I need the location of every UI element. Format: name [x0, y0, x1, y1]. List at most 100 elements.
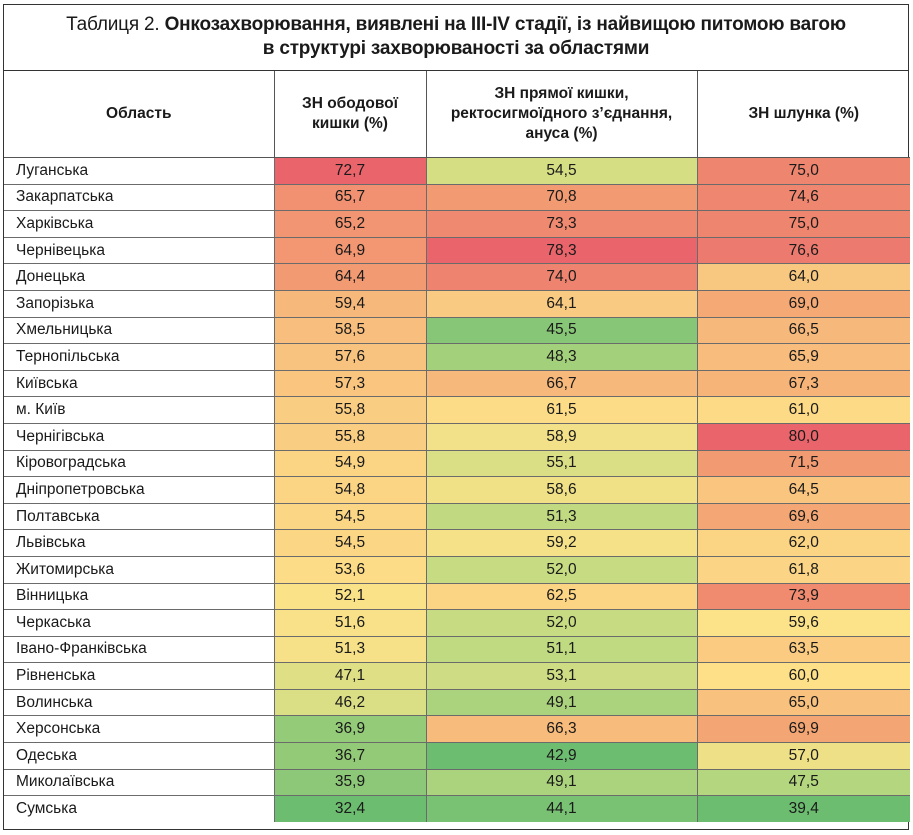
colon-cell: 65,7	[273, 183, 427, 212]
stomach-cell: 75,0	[696, 210, 910, 238]
stomach-cell: 74,6	[696, 183, 910, 212]
rectum-cell: 78,3	[425, 236, 698, 265]
header-stomach: ЗН шлунка (%)	[696, 71, 910, 158]
region-cell: Вінницька	[4, 582, 275, 611]
rectum-cell: 66,3	[425, 715, 698, 744]
region-cell: Запорізька	[4, 289, 275, 318]
region-cell: Одеська	[4, 742, 275, 770]
table-row: Дніпропетровська 54,8 58,6 64,5	[4, 476, 910, 504]
table-row: Івано-Франківська 51,3 51,1 63,5	[4, 635, 910, 664]
stomach-cell: 65,0	[696, 688, 910, 717]
colon-cell: 54,5	[273, 529, 427, 557]
table-row: Харківська 65,2 73,3 75,0	[4, 210, 910, 238]
stomach-cell: 69,0	[696, 289, 910, 318]
rectum-cell: 70,8	[425, 183, 698, 212]
rectum-cell: 44,1	[425, 795, 698, 822]
colon-cell: 53,6	[273, 555, 427, 584]
header-colon-text: ЗН ободової кишки (%)	[302, 95, 398, 132]
stomach-cell: 61,8	[696, 555, 910, 584]
table-row: Чернігівська 55,8 58,9 80,0	[4, 422, 910, 451]
stomach-cell: 60,0	[696, 662, 910, 690]
rectum-cell: 58,6	[425, 476, 698, 504]
table-row: Луганська 72,7 54,5 75,0	[4, 157, 910, 185]
table-row: Тернопільська 57,6 48,3 65,9	[4, 343, 910, 371]
colon-cell: 65,2	[273, 210, 427, 238]
colon-cell: 52,1	[273, 582, 427, 611]
rectum-cell: 74,0	[425, 263, 698, 291]
header-row: Область ЗН ободової кишки (%) ЗН прямої …	[4, 71, 910, 158]
rectum-cell: 54,5	[425, 157, 698, 185]
table-row: Львівська 54,5 59,2 62,0	[4, 529, 910, 557]
region-cell: Дніпропетровська	[4, 476, 275, 504]
stomach-cell: 73,9	[696, 582, 910, 611]
region-cell: Львівська	[4, 529, 275, 557]
rectum-cell: 49,1	[425, 768, 698, 797]
colon-cell: 51,3	[273, 635, 427, 664]
region-cell: Київська	[4, 369, 275, 398]
title-line-1: Онкозахворювання, виявлені на ІІІ-IV ста…	[164, 14, 847, 35]
stomach-cell: 63,5	[696, 635, 910, 664]
stomach-cell: 75,0	[696, 157, 910, 185]
stomach-cell: 39,4	[696, 795, 910, 822]
table-row: Хмельницька 58,5 45,5 66,5	[4, 316, 910, 345]
region-cell: Донецька	[4, 263, 275, 291]
colon-cell: 55,8	[273, 396, 427, 424]
colon-cell: 59,4	[273, 289, 427, 318]
stomach-cell: 76,6	[696, 236, 910, 265]
colon-cell: 47,1	[273, 662, 427, 690]
stomach-cell: 62,0	[696, 529, 910, 557]
table-row: Київська 57,3 66,7 67,3	[4, 369, 910, 398]
rectum-cell: 48,3	[425, 343, 698, 371]
table-row: Одеська 36,7 42,9 57,0	[4, 742, 910, 770]
region-cell: Харківська	[4, 210, 275, 238]
rectum-cell: 45,5	[425, 316, 698, 345]
region-cell: Хмельницька	[4, 316, 275, 345]
stomach-cell: 65,9	[696, 343, 910, 371]
table-body: Луганська 72,7 54,5 75,0 Закарпатська 65,7 70,…	[4, 157, 910, 822]
colon-cell: 72,7	[273, 157, 427, 185]
colon-cell: 36,7	[273, 742, 427, 770]
rectum-cell: 58,9	[425, 422, 698, 451]
colon-cell: 64,4	[273, 263, 427, 291]
table-row: Житомирська 53,6 52,0 61,8	[4, 555, 910, 584]
data-table: Область ЗН ободової кишки (%) ЗН прямої …	[4, 71, 910, 822]
rectum-cell: 51,3	[425, 502, 698, 531]
table-row: Рівненська 47,1 53,1 60,0	[4, 662, 910, 690]
table-row: Донецька 64,4 74,0 64,0	[4, 263, 910, 291]
region-cell: Рівненська	[4, 662, 275, 690]
table-row: Волинська 46,2 49,1 65,0	[4, 688, 910, 717]
colon-cell: 32,4	[273, 795, 427, 822]
rectum-cell: 52,0	[425, 555, 698, 584]
table-row: Черкаська 51,6 52,0 59,6	[4, 609, 910, 637]
region-cell: Сумська	[4, 795, 275, 822]
table-row: Запорізька 59,4 64,1 69,0	[4, 289, 910, 318]
rectum-cell: 53,1	[425, 662, 698, 690]
table-row: Чернівецька 64,9 78,3 76,6	[4, 236, 910, 265]
rectum-cell: 73,3	[425, 210, 698, 238]
colon-cell: 64,9	[273, 236, 427, 265]
header-region: Область	[4, 71, 275, 158]
region-cell: Чернігівська	[4, 422, 275, 451]
stomach-cell: 57,0	[696, 742, 910, 770]
rectum-cell: 62,5	[425, 582, 698, 611]
colon-cell: 35,9	[273, 768, 427, 797]
colon-cell: 54,8	[273, 476, 427, 504]
table-row: м. Київ 55,8 61,5 61,0	[4, 396, 910, 424]
rectum-cell: 59,2	[425, 529, 698, 557]
rectum-cell: 61,5	[425, 396, 698, 424]
table-row: Вінницька 52,1 62,5 73,9	[4, 582, 910, 611]
region-cell: Чернівецька	[4, 236, 275, 265]
header-rectum: ЗН прямої кишки, ректосигмоїдного з’єдна…	[425, 71, 698, 158]
colon-cell: 46,2	[273, 688, 427, 717]
rectum-cell: 52,0	[425, 609, 698, 637]
stomach-cell: 69,9	[696, 715, 910, 744]
header-rectum-text: ЗН прямої кишки, ректосигмоїдного з’єдна…	[450, 85, 673, 142]
rectum-cell: 42,9	[425, 742, 698, 770]
colon-cell: 58,5	[273, 316, 427, 345]
stomach-cell: 64,0	[696, 263, 910, 291]
region-cell: Житомирська	[4, 555, 275, 584]
table-row: Полтавська 54,5 51,3 69,6	[4, 502, 910, 531]
region-cell: Херсонська	[4, 715, 275, 744]
table-row: Закарпатська 65,7 70,8 74,6	[4, 183, 910, 212]
region-cell: Закарпатська	[4, 183, 275, 212]
